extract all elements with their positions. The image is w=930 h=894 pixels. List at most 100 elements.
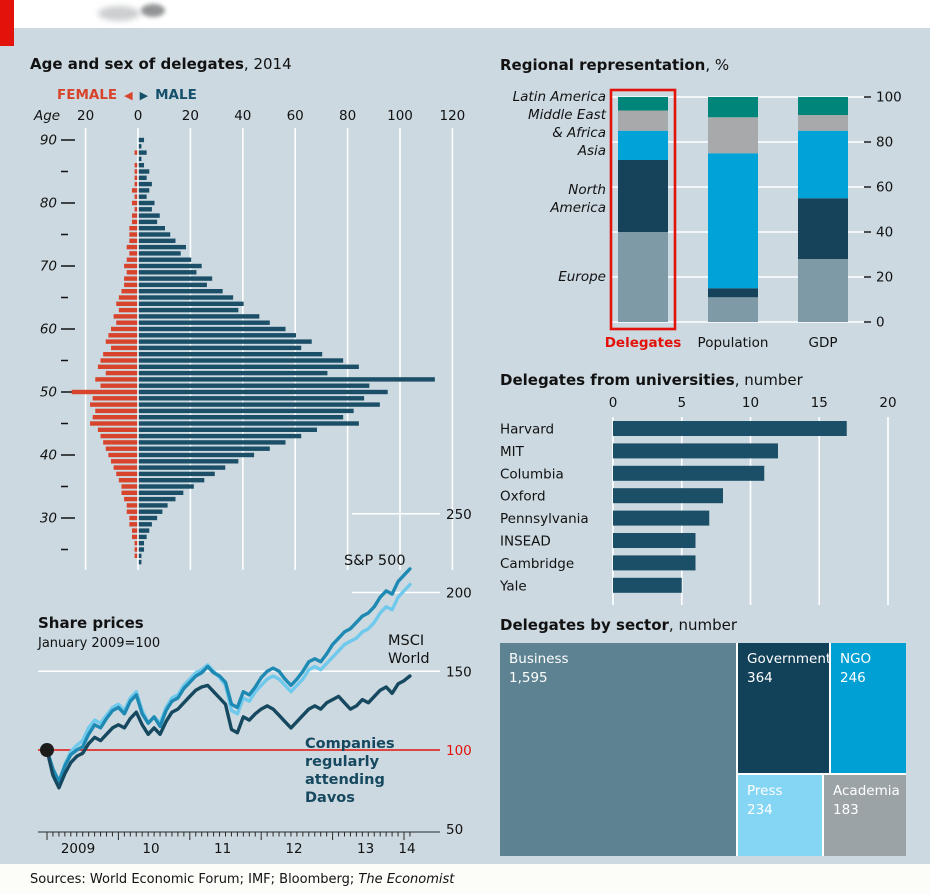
svg-text:50: 50 — [40, 385, 57, 401]
top-bar — [0, 0, 930, 28]
svg-text:30: 30 — [40, 511, 57, 527]
svg-text:80: 80 — [876, 135, 893, 151]
svg-text:70: 70 — [40, 259, 57, 275]
universities-title: Delegates from universities, number — [500, 371, 803, 389]
svg-text:14: 14 — [398, 841, 415, 857]
svg-text:attending: attending — [305, 772, 385, 788]
economist-red-tab — [0, 0, 14, 46]
svg-text:60: 60 — [287, 108, 304, 124]
watermark-smudge — [98, 6, 140, 21]
svg-text:Oxford: Oxford — [500, 489, 546, 505]
svg-text:MIT: MIT — [500, 444, 525, 460]
sector-value: 364 — [747, 669, 773, 686]
male-legend-label: MALE — [155, 87, 197, 103]
male-arrow-icon: ▶ — [139, 88, 149, 102]
svg-text:150: 150 — [446, 664, 472, 680]
svg-text:Columbia: Columbia — [500, 466, 564, 482]
svg-text:S&P 500: S&P 500 — [344, 553, 406, 569]
svg-text:90: 90 — [40, 133, 57, 149]
sources-economist: The Economist — [358, 872, 455, 887]
sources-line: Sources: World Economic Forum; IMF; Bloo… — [30, 872, 454, 887]
svg-text:40: 40 — [40, 448, 57, 464]
female-arrow-icon: ◀ — [124, 88, 133, 102]
regional-title-rest: , % — [705, 56, 730, 74]
svg-text:12: 12 — [285, 841, 302, 857]
pyramid-title-bold: Age and sex of delegates — [30, 55, 244, 73]
sector-name: Press — [747, 783, 783, 799]
sectors-title-rest: , number — [668, 616, 737, 634]
svg-text:100: 100 — [876, 90, 902, 106]
svg-text:100: 100 — [446, 743, 472, 759]
svg-text:0: 0 — [876, 315, 885, 331]
svg-text:20: 20 — [77, 108, 94, 124]
svg-text:11: 11 — [214, 841, 231, 857]
svg-text:20: 20 — [182, 108, 199, 124]
svg-text:5: 5 — [677, 395, 686, 411]
svg-text:40: 40 — [876, 225, 893, 241]
pyramid-title-rest: , 2014 — [243, 55, 292, 73]
svg-text:Davos: Davos — [305, 790, 355, 806]
regional-title: Regional representation, % — [500, 56, 729, 74]
svg-text:0: 0 — [609, 395, 618, 411]
sector-name: NGO — [840, 651, 872, 667]
svg-text:13: 13 — [357, 841, 374, 857]
female-legend-label: FEMALE — [57, 87, 118, 103]
svg-text:200: 200 — [446, 586, 472, 602]
sector-name: Government — [747, 651, 832, 667]
svg-text:15: 15 — [811, 395, 828, 411]
sector-value: 1,595 — [509, 669, 548, 686]
share-prices-subtitle: January 2009=100 — [38, 636, 161, 651]
svg-text:20: 20 — [879, 395, 896, 411]
svg-text:0: 0 — [134, 108, 143, 124]
age-sex-pyramid-chart: 20 0 20 40 60 80 100 120 Age 90 80 70 60 50 40 30 — [33, 108, 466, 570]
svg-text:80: 80 — [339, 108, 356, 124]
universities-chart: 0 5 10 15 20 Harvard MIT Columbia Oxford Pennsylv… — [499, 395, 897, 605]
treemap-block-press: Press 234 — [738, 775, 822, 856]
sector-value: 246 — [840, 669, 866, 686]
svg-text:Asia: Asia — [577, 143, 606, 159]
svg-text:Cambridge: Cambridge — [500, 556, 574, 572]
treemap-block-government: Government 364 — [738, 643, 832, 773]
svg-text:Middle East: Middle East — [528, 107, 607, 123]
share-prices-title-bold: Share prices — [38, 614, 144, 632]
sector-name: Business — [509, 651, 569, 667]
svg-text:Companies: Companies — [305, 736, 395, 752]
svg-text:& Africa: & Africa — [552, 125, 606, 141]
svg-text:60: 60 — [40, 322, 57, 338]
svg-text:Age: Age — [33, 108, 60, 124]
svg-text:World: World — [388, 651, 430, 667]
svg-text:40: 40 — [234, 108, 251, 124]
svg-text:120: 120 — [440, 108, 466, 124]
svg-text:Harvard: Harvard — [500, 422, 554, 438]
bottom-bar — [0, 864, 930, 894]
svg-text:80: 80 — [40, 196, 57, 212]
svg-text:Yale: Yale — [499, 578, 527, 594]
sources-text: Sources: World Economic Forum; IMF; Bloo… — [30, 872, 359, 887]
sectors-title-bold: Delegates by sector — [500, 616, 669, 634]
svg-text:Delegates: Delegates — [605, 335, 682, 351]
svg-text:60: 60 — [876, 180, 893, 196]
universities-title-bold: Delegates from universities — [500, 371, 735, 389]
svg-text:Pennsylvania: Pennsylvania — [500, 511, 589, 527]
sector-value: 234 — [747, 801, 773, 818]
svg-text:America: America — [549, 200, 606, 216]
svg-text:Population: Population — [698, 335, 769, 351]
treemap-block-academia: Academia 183 — [824, 775, 906, 856]
svg-text:250: 250 — [446, 507, 472, 523]
svg-text:50: 50 — [446, 822, 463, 838]
svg-text:Latin America: Latin America — [513, 89, 606, 105]
svg-text:INSEAD: INSEAD — [500, 534, 551, 550]
sectors-title: Delegates by sector, number — [500, 616, 737, 634]
svg-text:North: North — [568, 182, 606, 198]
pyramid-title: Age and sex of delegates, 2014 — [30, 55, 292, 73]
svg-text:MSCI: MSCI — [388, 633, 424, 649]
treemap-block-business: Business 1,595 — [500, 643, 736, 856]
svg-text:regularly: regularly — [305, 754, 380, 770]
svg-text:10: 10 — [742, 395, 759, 411]
svg-text:Europe: Europe — [558, 269, 606, 285]
svg-text:100: 100 — [387, 108, 413, 124]
treemap-block-ngo: NGO 246 — [831, 643, 906, 773]
svg-text:GDP: GDP — [809, 335, 838, 351]
watermark-smudge — [141, 4, 165, 17]
regional-title-bold: Regional representation — [500, 56, 706, 74]
